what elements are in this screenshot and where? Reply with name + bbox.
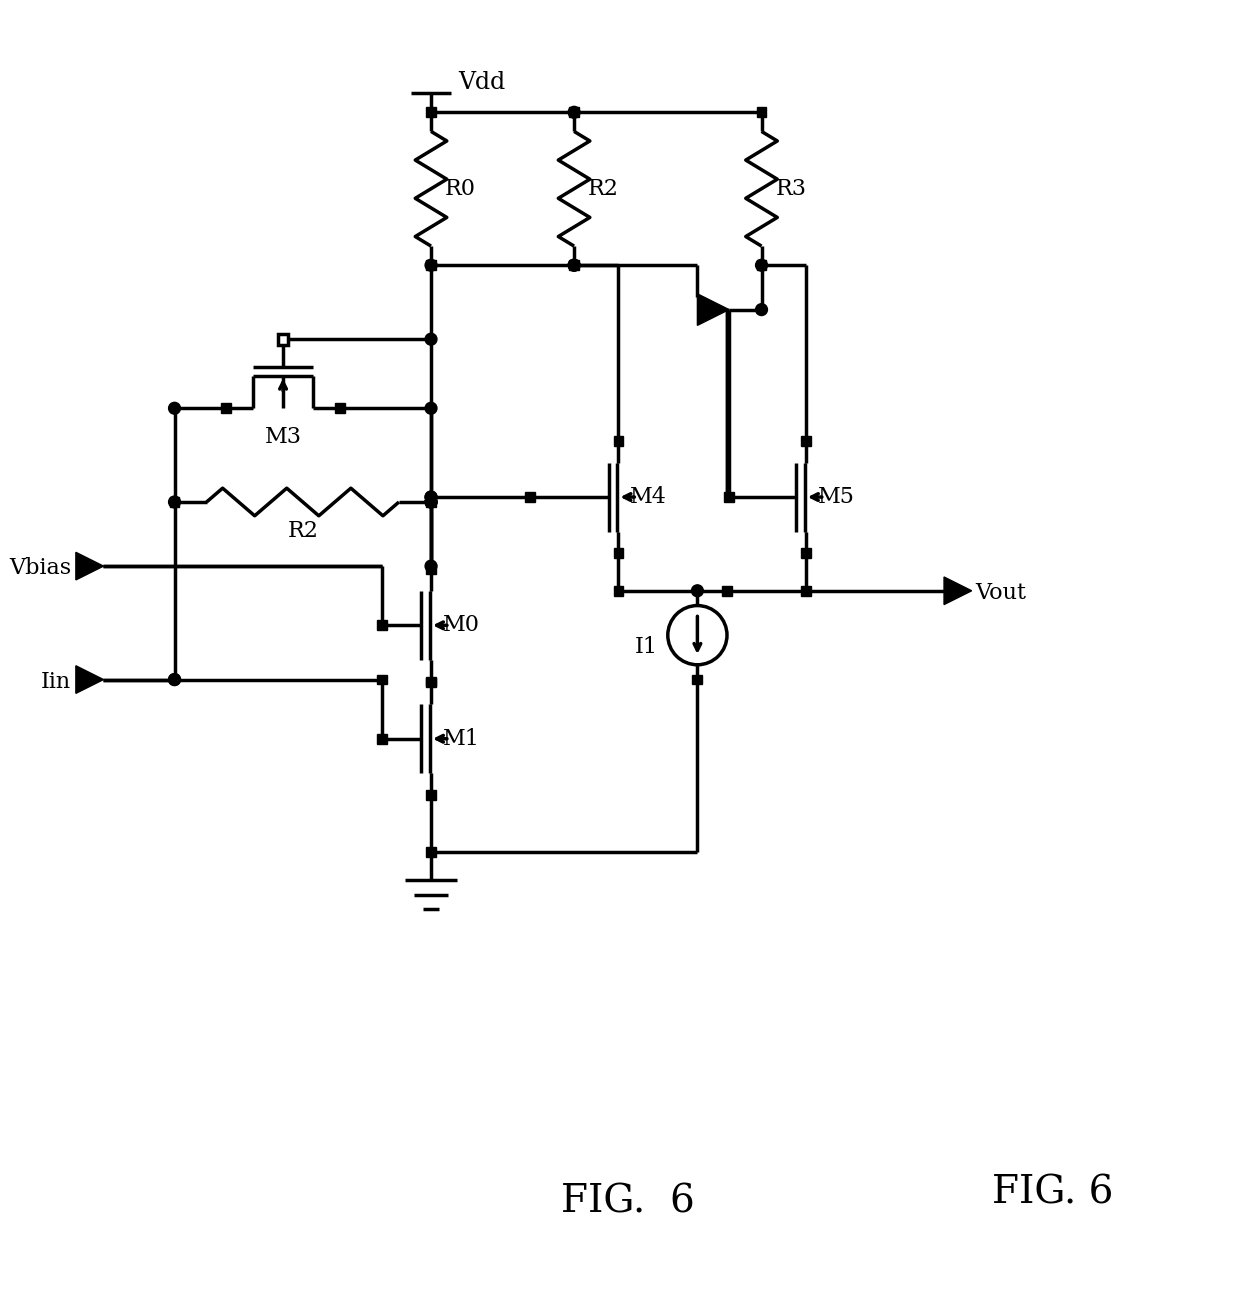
FancyArrowPatch shape	[624, 493, 635, 500]
Circle shape	[755, 304, 768, 316]
Circle shape	[169, 496, 181, 508]
Circle shape	[425, 561, 436, 572]
Text: M1: M1	[443, 728, 480, 750]
FancyArrowPatch shape	[694, 616, 701, 650]
Bar	[377, 734, 387, 743]
Bar	[724, 492, 734, 502]
Text: M5: M5	[817, 486, 854, 508]
Bar	[569, 107, 579, 118]
Bar	[801, 585, 811, 596]
Text: Vdd: Vdd	[459, 71, 506, 95]
Text: Iin: Iin	[41, 671, 71, 693]
Bar	[377, 620, 387, 631]
Circle shape	[425, 491, 436, 502]
Circle shape	[425, 496, 436, 508]
Bar	[427, 847, 436, 857]
Bar	[427, 497, 436, 506]
Bar	[801, 548, 811, 558]
Text: R2: R2	[588, 177, 619, 199]
Circle shape	[169, 673, 181, 685]
Bar	[170, 497, 180, 506]
Circle shape	[425, 496, 436, 508]
Text: FIG.  6: FIG. 6	[562, 1184, 696, 1221]
Text: R0: R0	[445, 177, 476, 199]
Text: M3: M3	[264, 426, 301, 448]
Circle shape	[425, 403, 436, 414]
Polygon shape	[76, 552, 103, 580]
Bar	[427, 107, 436, 118]
Bar	[756, 260, 766, 271]
Polygon shape	[944, 578, 972, 605]
Bar	[427, 677, 436, 688]
Circle shape	[568, 106, 580, 118]
Text: I1: I1	[635, 636, 658, 658]
Polygon shape	[76, 666, 103, 693]
Circle shape	[169, 673, 181, 685]
Bar	[722, 585, 732, 596]
Bar	[614, 436, 624, 445]
FancyArrowPatch shape	[812, 493, 822, 500]
Text: R3: R3	[775, 177, 806, 199]
Text: M0: M0	[443, 614, 480, 636]
Bar	[569, 260, 579, 271]
Bar	[614, 548, 624, 558]
Bar	[801, 436, 811, 445]
Circle shape	[425, 333, 436, 346]
Circle shape	[425, 491, 436, 502]
FancyArrowPatch shape	[436, 622, 446, 628]
Bar	[427, 565, 436, 574]
Text: Vout: Vout	[976, 581, 1027, 603]
Circle shape	[568, 259, 580, 271]
Bar	[692, 675, 702, 685]
Bar	[427, 676, 436, 686]
Bar	[335, 403, 345, 413]
Circle shape	[755, 259, 768, 271]
Bar	[221, 403, 231, 413]
Circle shape	[169, 403, 181, 414]
Bar	[377, 675, 387, 685]
Text: R2: R2	[288, 519, 319, 541]
Text: M4: M4	[630, 486, 667, 508]
FancyArrowPatch shape	[280, 382, 286, 391]
Bar	[525, 492, 534, 502]
Circle shape	[425, 259, 436, 271]
Bar	[427, 260, 436, 271]
Text: Vbias: Vbias	[9, 557, 71, 579]
Circle shape	[568, 259, 580, 271]
Polygon shape	[697, 294, 729, 325]
Bar	[278, 334, 289, 344]
Bar	[756, 107, 766, 118]
Circle shape	[692, 585, 703, 597]
Bar	[427, 790, 436, 800]
Text: FIG. 6: FIG. 6	[992, 1175, 1114, 1211]
Bar	[614, 585, 624, 596]
FancyArrowPatch shape	[436, 736, 446, 742]
Circle shape	[425, 496, 436, 508]
